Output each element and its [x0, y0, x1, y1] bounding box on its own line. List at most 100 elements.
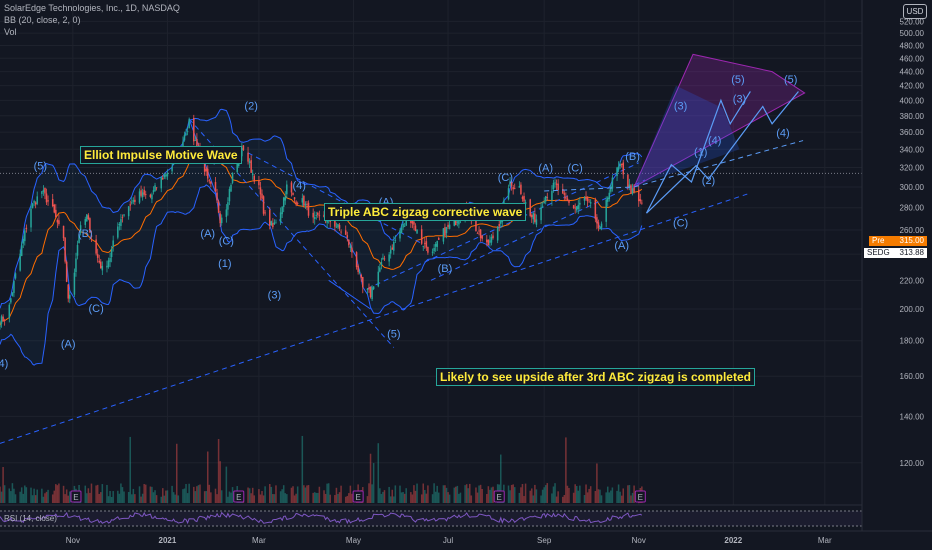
volume-bar [44, 493, 46, 503]
candle-body [264, 212, 266, 214]
volume-bar [19, 491, 21, 503]
candle-body [0, 325, 1, 327]
price-tick-label: 140.00 [900, 412, 925, 421]
candle-body [622, 162, 625, 175]
volume-bar [510, 484, 513, 503]
volume-bar [279, 491, 282, 503]
volume-bar [264, 486, 266, 503]
candle-body [219, 213, 221, 224]
candle-body [337, 224, 339, 228]
bb-indicator-label[interactable]: BB (20, close, 2, 0) [4, 15, 81, 25]
candle-body [453, 218, 456, 226]
volume-bar [197, 485, 200, 503]
candle-body [20, 245, 23, 257]
candle-body [293, 197, 296, 200]
volume-bar [318, 486, 321, 503]
volume-bar [231, 487, 234, 503]
wave-label: (3) [733, 94, 746, 106]
candle-body [583, 197, 586, 201]
volume-bar [315, 492, 318, 503]
candle-body [552, 182, 555, 190]
price-tick-label: 440.00 [900, 68, 925, 77]
note-corrective[interactable]: Triple ABC zigzag corrective wave [324, 203, 527, 221]
rsi-indicator-label[interactable]: RSI (14, close) [4, 514, 57, 523]
candle-body [160, 177, 162, 189]
candle-body [512, 187, 514, 190]
volume-bar [554, 483, 556, 503]
candle-body [641, 202, 643, 204]
volume-bar [535, 489, 538, 503]
volume-bar [631, 492, 634, 503]
pre-value: 315.00 [899, 236, 924, 245]
volume-bar [416, 483, 418, 503]
volume-bar [434, 491, 437, 503]
candle-body [22, 238, 25, 244]
candle-body [196, 138, 198, 148]
wave-trendline [247, 152, 424, 245]
note-impulse[interactable]: Elliot Impulse Motive Wave [80, 146, 242, 164]
volume-bar [96, 484, 99, 503]
volume-bar [312, 492, 314, 503]
wave-label: (B) [438, 263, 453, 275]
volume-bar [214, 488, 217, 503]
symbol-label: SEDG [867, 248, 890, 257]
candle-body [479, 229, 482, 239]
wave-label: (4) [292, 180, 305, 192]
volume-bar [324, 493, 327, 503]
candle-body [89, 218, 91, 233]
last-price-value: 313.88 [899, 248, 924, 257]
candle-body [346, 235, 349, 238]
wave-trendline [188, 118, 395, 348]
candle-body [214, 182, 217, 192]
volume-bar [208, 484, 211, 503]
volume-bar [194, 491, 197, 503]
volume-bar [388, 486, 390, 503]
volume-bar [286, 494, 288, 503]
volume-bar [293, 495, 296, 503]
volume-bar [597, 489, 600, 503]
symbol-title[interactable]: SolarEdge Technologies, Inc., 1D, NASDAQ [4, 3, 180, 13]
time-axis[interactable]: Nov 2021 Mar May Jul Sep Nov 2022 Mar [0, 530, 932, 545]
time-tick-label: Sep [537, 536, 552, 545]
volume-bar [31, 495, 34, 503]
candle-body [523, 196, 525, 202]
volume-bar [152, 492, 155, 503]
candle-body [492, 235, 494, 238]
candle-body [425, 241, 428, 248]
projection-fan [544, 53, 806, 214]
volume-bar [521, 483, 524, 503]
candle-body [458, 219, 460, 225]
volume-bar [337, 493, 339, 503]
currency-badge[interactable]: USD [903, 4, 927, 19]
volume-bar [633, 485, 635, 503]
pre-label: Pre [872, 236, 885, 245]
candle-body [510, 182, 513, 186]
note-upside[interactable]: Likely to see upside after 3rd ABC zigza… [436, 368, 755, 386]
volume-bar [296, 486, 299, 503]
volume-bar [562, 496, 564, 503]
candle-body [270, 221, 273, 226]
volume-bar [193, 486, 195, 503]
volume-bar [292, 486, 294, 503]
candle-body [230, 184, 232, 192]
volume-bar [588, 488, 590, 503]
volume-bar [84, 485, 87, 503]
volume-bar [630, 495, 632, 503]
candle-body [379, 267, 381, 272]
price-axis[interactable]: 120.00140.00160.00180.00200.00220.00240.… [861, 0, 932, 550]
volume-bar [117, 490, 119, 503]
candle-body [163, 174, 166, 178]
volume-bar [555, 496, 558, 503]
price-tick-label: 180.00 [900, 337, 925, 346]
volume-bar [523, 496, 525, 503]
candle-body [572, 205, 575, 209]
volume-indicator-label[interactable]: Vol [4, 27, 17, 37]
candle-body [107, 260, 110, 267]
candle-body [605, 199, 607, 222]
candle-body [405, 220, 407, 226]
volume-bar [0, 491, 3, 503]
candle-body [306, 204, 308, 206]
wave-label: (5) [34, 160, 47, 172]
wave-label: (3) [268, 290, 281, 302]
